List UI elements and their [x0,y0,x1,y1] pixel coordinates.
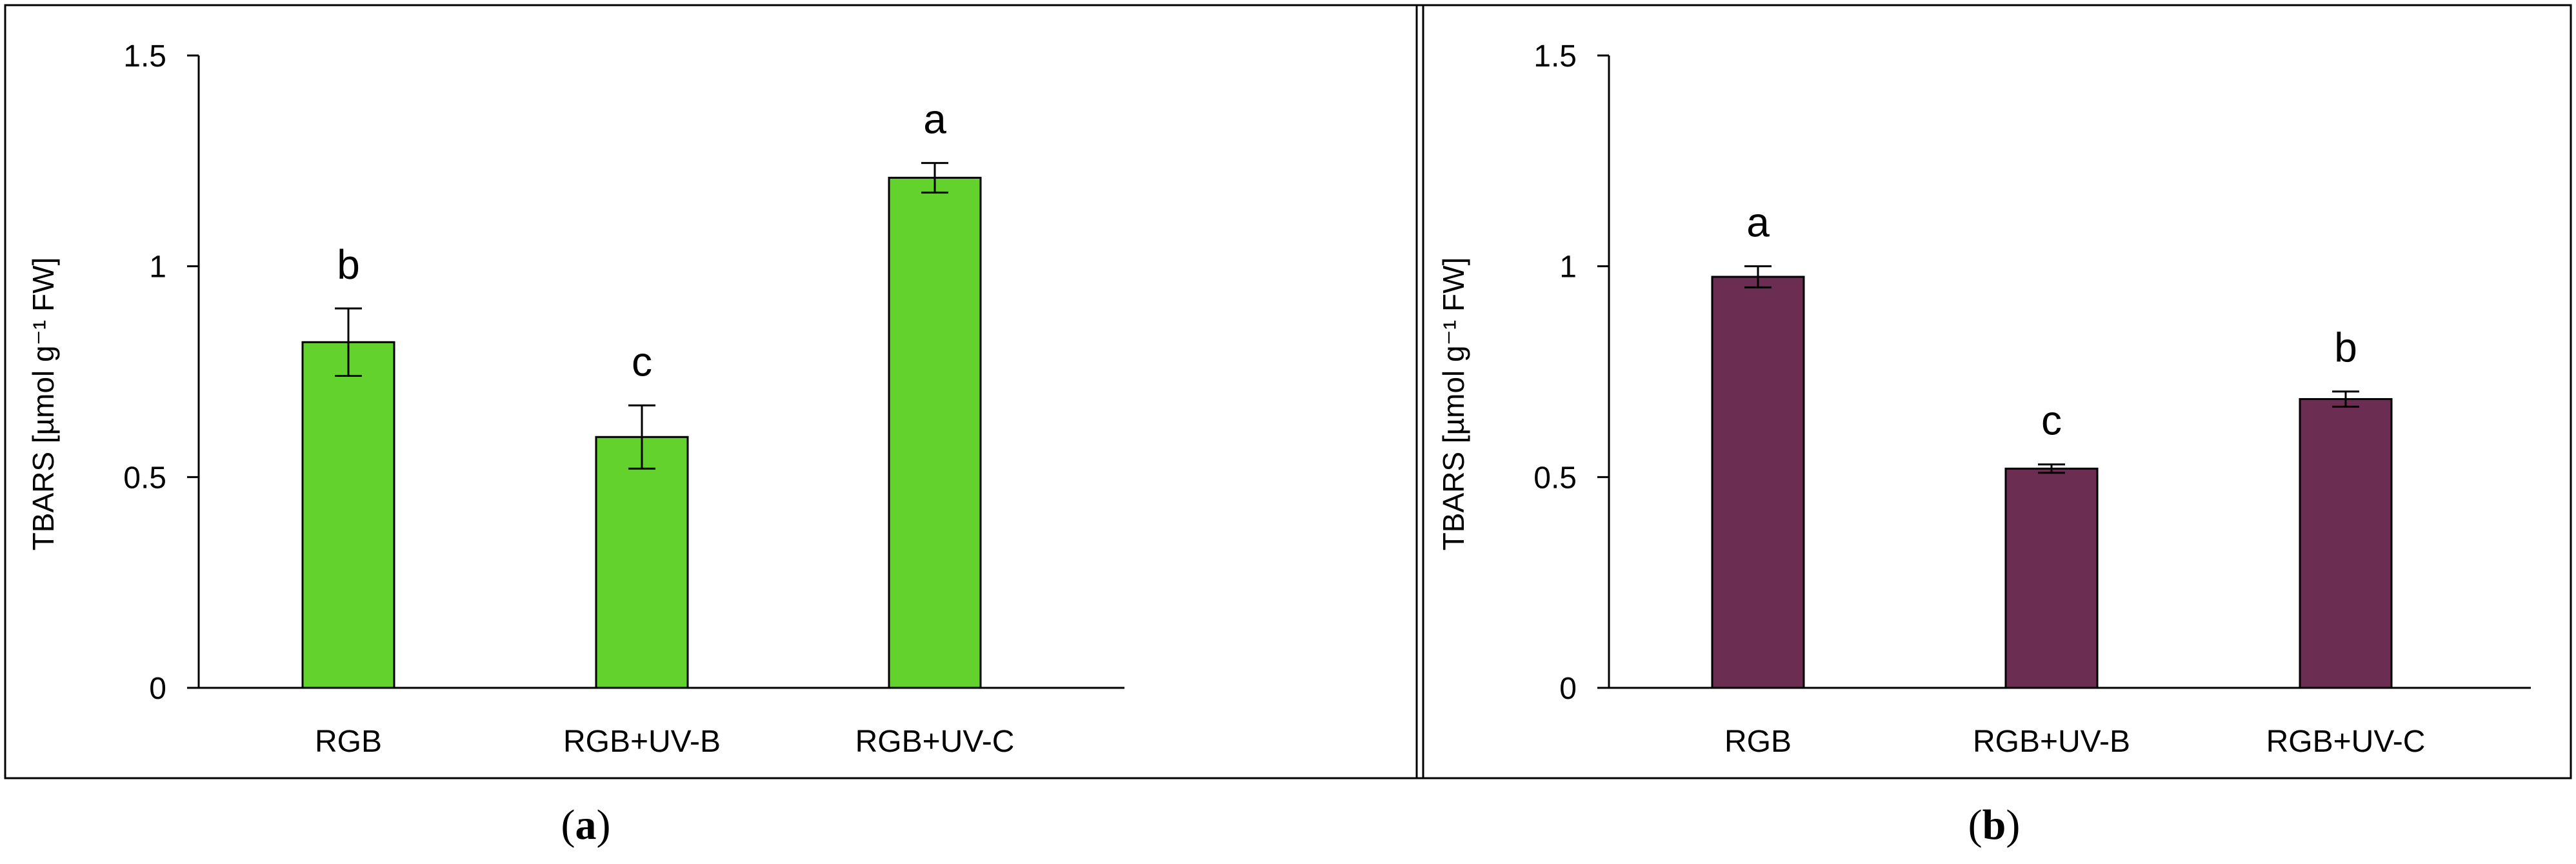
x-tick-label: RGB [315,725,382,759]
y-axis-label: TBARS [µmol g⁻¹ FW] [26,257,60,551]
panel-label: (a) [561,801,611,849]
y-tick-label: 0 [149,672,166,706]
y-tick-label: 1 [149,250,166,285]
x-tick-label: RGB+UV-C [2266,725,2426,759]
x-tick-label: RGB+UV-B [563,725,721,759]
bar-RGB+UV-C [888,176,982,689]
chart-frame [4,4,1424,779]
x-tick-label: RGB [1724,725,1792,759]
bar-RGB+UV-B [2004,467,2099,689]
bar-RGB [301,341,395,689]
chart-panel-b: 0 0.5 1 1.5 TBARS [µmol g⁻¹ FW] a RGB c RGB+UV-B… [1415,4,2572,849]
y-tick-label: 0.5 [1533,461,1577,495]
bar-RGB [1711,276,1805,689]
significance-letter: a [923,96,946,143]
chart-panel-a: 0 0.5 1 1.5 TBARS [µmol g⁻¹ FW] b RGB c RGB+UV-B… [4,4,1424,849]
x-tick-label: RGB+UV-B [1973,725,2130,759]
y-tick-label: 1.5 [123,39,166,74]
x-tick-label: RGB+UV-C [855,725,1015,759]
bar-RGB+UV-C [2299,397,2393,689]
significance-letter: c [2041,397,2062,444]
y-axis-label: TBARS [µmol g⁻¹ FW] [1437,257,1470,551]
significance-letter: b [2334,325,2357,371]
y-tick-label: 1 [1559,250,1577,285]
bar-RGB+UV-B [595,436,689,689]
y-tick-label: 0 [1559,672,1577,706]
panel-label: (b) [1968,801,2021,849]
y-tick-label: 0.5 [123,461,166,495]
significance-letter: b [337,241,360,288]
chart-frame [1415,4,2572,779]
y-tick-label: 1.5 [1533,39,1577,74]
significance-letter: c [632,338,652,385]
significance-letter: a [1746,199,1770,246]
